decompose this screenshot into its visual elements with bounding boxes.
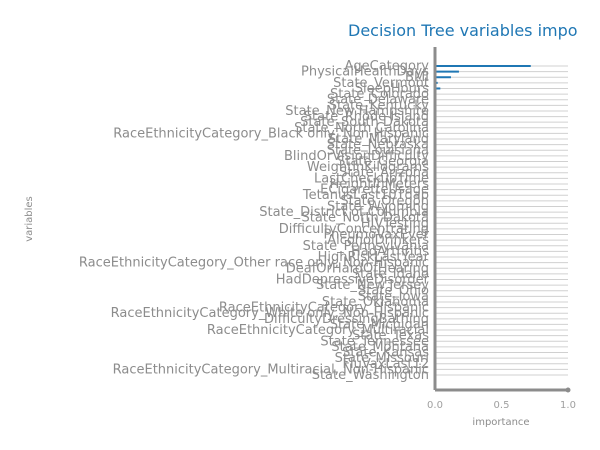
y-tick-label: State_Wyoming: [327, 199, 429, 214]
y-tick-label: SleepHours: [355, 81, 429, 96]
y-tick-label: State_Ohio: [358, 284, 429, 299]
y-tick-label: RaceEthnicityCategory_Other race only, N…: [79, 256, 429, 271]
y-tick-label: State_Texas: [352, 329, 429, 344]
y-tick-label: RaceEthnicityCategory_Hispanic: [219, 301, 429, 316]
y-tick-label: BlindOrVisionDifficulty: [284, 149, 429, 164]
y-tick-label: State_Arizona: [339, 166, 429, 181]
bar: [435, 76, 451, 79]
y-tick-label: State_Georgia: [337, 155, 429, 170]
y-tick-label: State_Idaho: [352, 267, 429, 282]
y-tick-label: State_Delaware: [327, 93, 429, 108]
y-tick-label: State_Washington: [312, 368, 429, 383]
y-tick-label: State_Colorado: [330, 87, 429, 102]
y-tick-label: LastCheckupTime: [314, 171, 429, 186]
y-tick-label: HadArthritis: [351, 244, 429, 259]
y-tick-label: State_Missouri: [335, 351, 429, 366]
y-tick-labels: AgeCategoryPhysicalHealthDaysBMIState_Ve…: [79, 59, 430, 383]
y-tick-label: State_Montana: [331, 340, 429, 355]
gridlines: [435, 65, 568, 376]
x-axis-end-marker: [565, 387, 571, 393]
y-tick-label: RaceEthnicityCategory_Black only, Non-Hi…: [113, 126, 429, 141]
y-tick-label: RaceEthnicityCategory_White only, Non-Hi…: [111, 306, 429, 321]
y-tick-label: RaceEthnicityCategory_Multiracial: [207, 323, 429, 338]
y-tick-label: RaceEthnicityCategory_Multiracial, Non-H…: [113, 362, 429, 377]
x-axis-label: importance: [472, 417, 529, 428]
y-tick-label: HadDepressiveDisorder: [276, 272, 430, 287]
y-tick-label: State_Michigan: [330, 317, 429, 332]
y-tick-label: State_North Dakota: [302, 211, 429, 226]
y-tick-label: DifficultyDressingBathing: [264, 312, 429, 327]
y-tick-label: State_New Jersey: [316, 278, 429, 293]
y-tick-label: BMI: [405, 70, 429, 85]
x-tick-label: 0.5: [494, 400, 510, 411]
y-tick-label: AlcoholDrinkers: [327, 233, 429, 248]
y-tick-label: State_Nebraska: [327, 138, 429, 153]
y-tick-label: State_North Carolina: [294, 121, 429, 136]
y-tick-label: State_Maryland: [328, 132, 429, 147]
y-tick-label: State_Oklahoma: [322, 295, 429, 310]
y-tick-label: AgeCategory: [344, 59, 429, 74]
bar: [435, 87, 441, 90]
y-tick-label: WeightInKilograms: [307, 160, 429, 175]
bar: [435, 70, 459, 73]
y-tick-label: HIVTesting: [361, 216, 429, 231]
y-tick-label: State_Kansas: [342, 346, 429, 361]
y-tick-label: HeightInMeters: [330, 177, 430, 192]
y-tick-label: State_Rhode Island: [304, 110, 429, 125]
y-tick-label: PhysicalHealthDays: [301, 65, 429, 80]
y-tick-label: DeafOrHardOfHearing: [286, 261, 429, 276]
y-tick-label: State_New Hampshire: [285, 104, 429, 119]
y-tick-label: State_Iowa: [358, 289, 429, 304]
y-axis-label: variables: [24, 196, 35, 242]
y-tick-label: State_District of Columbia: [259, 205, 429, 220]
y-tick-label: ECigaretteUsage: [320, 183, 429, 198]
y-tick-label: DifficultyConcentrating: [279, 222, 429, 237]
y-tick-label: TetanusLast10Tdap: [302, 188, 429, 203]
y-tick-label: State_Vermont: [333, 76, 429, 91]
y-tick-label: FluVaxLast12: [343, 357, 430, 372]
y-tick-label: State_Pennsylvania: [303, 239, 429, 254]
y-tick-label: State_Kentucky: [329, 98, 430, 113]
chart-title: Decision Tree variables impo: [348, 21, 578, 40]
y-tick-label: State_Oregon: [340, 194, 429, 209]
bar: [435, 65, 531, 67]
y-tick-label: State_Louisiana: [327, 143, 429, 158]
y-tick-label: State_South Dakota: [300, 115, 429, 130]
x-tick-label: 0.0: [427, 400, 443, 411]
y-tick-label: PneumoVaxEver: [324, 228, 430, 243]
x-tick-labels: 0.0 0.5 1.0: [427, 400, 576, 411]
x-tick-label: 1.0: [560, 400, 576, 411]
y-tick-label: State_Tennessee: [320, 334, 429, 349]
y-tick-label: HighRiskLastYear: [318, 250, 430, 265]
